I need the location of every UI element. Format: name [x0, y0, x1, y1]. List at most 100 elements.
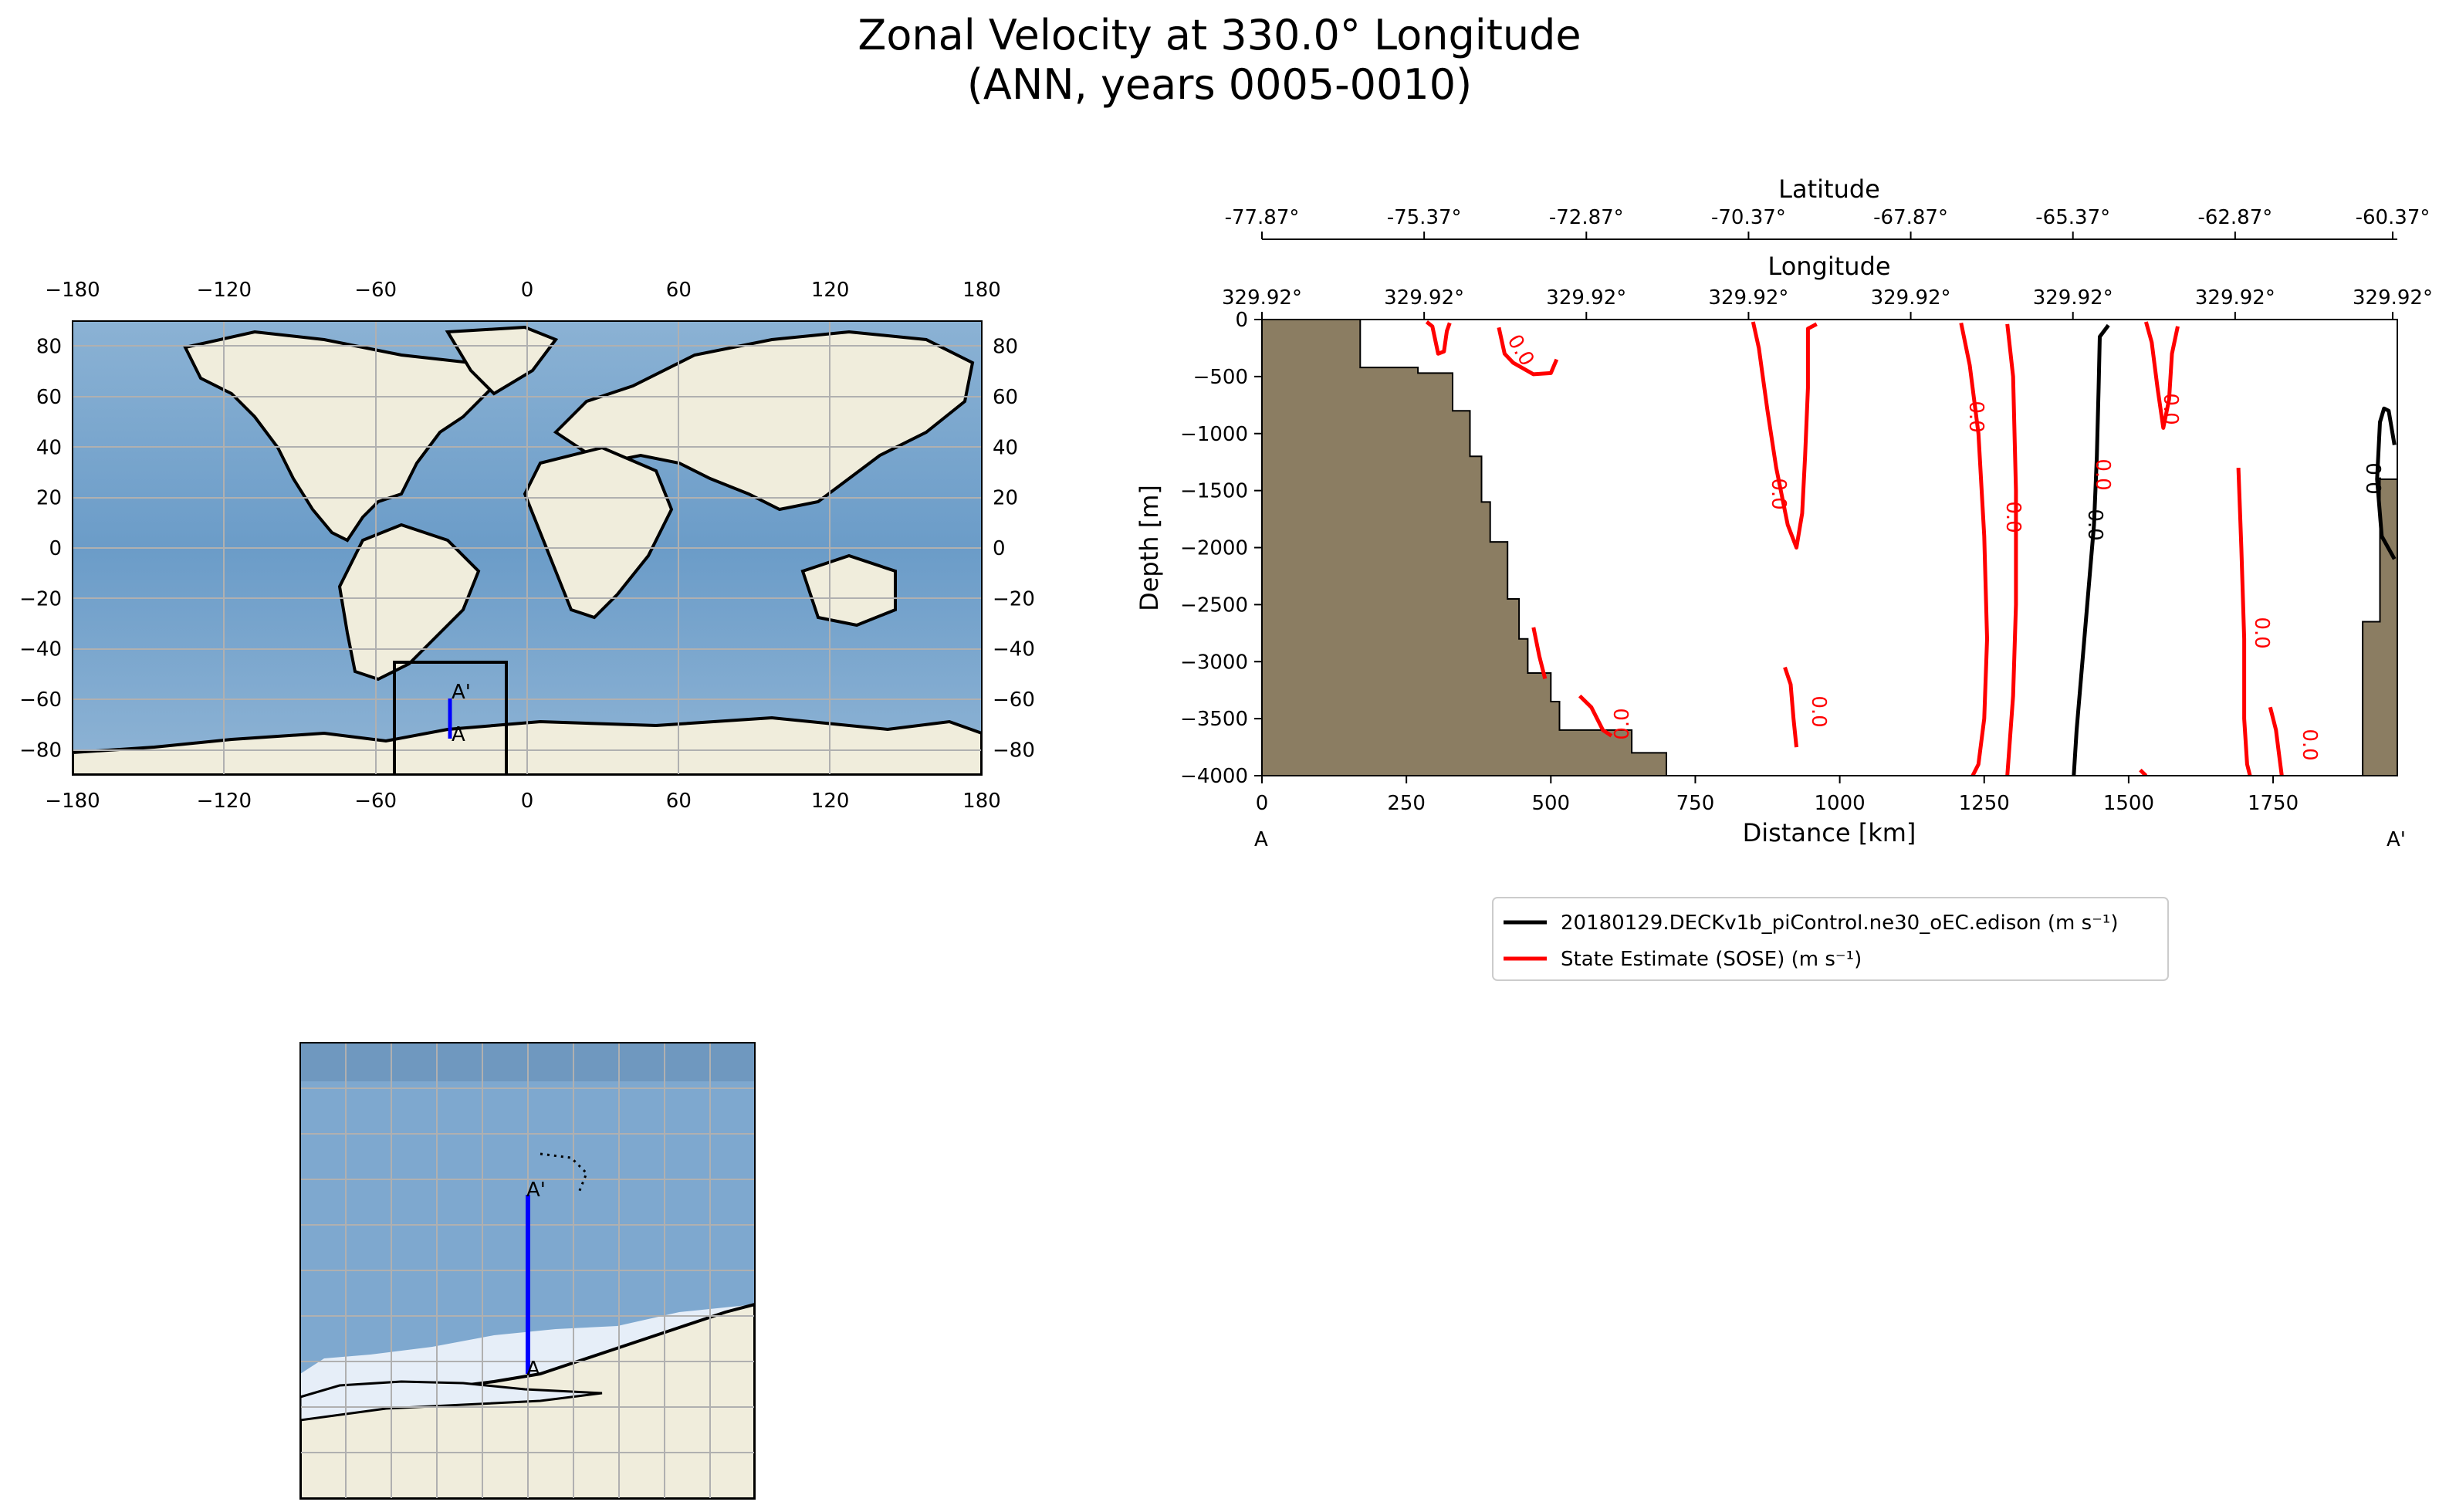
latitude-tick-label: -60.37°: [2356, 206, 2431, 229]
inset-ice-shelf: [300, 1380, 603, 1422]
latitude-tick-label: -72.87°: [1549, 206, 1624, 229]
model-contour-line: [2072, 323, 2110, 776]
contour-value-label: 0.0: [2091, 458, 2114, 490]
x-tick-label: 250: [1387, 792, 1426, 815]
globe-x-tick-label: 60: [666, 790, 692, 813]
globe-transect-label-end: A': [452, 681, 471, 704]
latitude-axis-label: Latitude: [1778, 174, 1880, 204]
inset-transect-label-start: A: [526, 1358, 540, 1381]
globe-y-tick-label: 40: [993, 436, 1018, 459]
bathymetry-east: [2362, 478, 2397, 776]
bathymetry-west: [1262, 320, 1667, 776]
globe-y-tick-label: −40: [19, 638, 62, 661]
globe-x-tick-label: 180: [962, 790, 1001, 813]
sose-contour-line: [1959, 322, 1989, 776]
longitude-tick-label: 329.92°: [2195, 286, 2275, 310]
x-tick-label: 1000: [1815, 792, 1866, 815]
contour-value-label: 0.0: [2083, 509, 2106, 540]
y-axis-label: Depth [m]: [1135, 485, 1164, 611]
inset-region-box: [393, 661, 508, 775]
model-contour-line: [2375, 406, 2397, 560]
contour-value-label: 0.0: [2363, 462, 2387, 494]
longitude-axis-ticks: 329.92° 329.92° 329.92° 329.92° 329.92° 329.9…: [1222, 286, 2433, 320]
inset-land: [300, 1302, 755, 1499]
y-tick-label: −500: [1193, 366, 1248, 389]
latitude-tick-label: -62.87°: [2197, 206, 2272, 229]
sose-contour-line: [1531, 627, 1548, 680]
contour-value-label: 0.0: [1503, 331, 1539, 370]
globe-transect-label-start: A: [452, 723, 465, 746]
globe-x-tick-label: −60: [354, 790, 397, 813]
globe-y-tick-label: 80: [36, 336, 62, 359]
land-antarctica: [73, 715, 982, 775]
globe-x-tick-label: −180: [45, 790, 100, 813]
longitude-tick-label: 329.92°: [1222, 286, 1302, 310]
x-axis-ticks: 0 250 500 750 1000 1250 1500 1750: [1256, 776, 2299, 815]
bathymetry-layer: [1262, 320, 2397, 776]
globe-y-tick-label: −40: [993, 638, 1035, 661]
globe-x-tick-label: 120: [811, 790, 850, 813]
globe-x-tick-label: 60: [666, 279, 692, 302]
globe-y-tick-label: 60: [993, 386, 1018, 409]
inset-gridlines: [300, 1043, 755, 1499]
sose-contour-line: [2139, 768, 2148, 776]
contour-value-label: 0.0: [1964, 401, 1987, 432]
contour-labels: 0.0 0.0 0.0 0.0 0.0 0.0 0.0 0.0 0.0 0.0 0.0 0.0: [1503, 331, 2387, 761]
globe-x-tick-label: 120: [811, 279, 850, 302]
sose-contour-line: [1578, 694, 1613, 738]
globe-x-tick-label: −120: [197, 279, 252, 302]
globe-y-tick-label: −60: [19, 688, 62, 712]
globe-x-tick-labels: −180 −180 −120 −120 −60 −60 0 0 60 60 120 120 180 180: [45, 279, 1001, 813]
globe-x-tick-label: 0: [521, 790, 534, 813]
globe-x-tick-label: −60: [354, 279, 397, 302]
longitude-tick-label: 329.92°: [2353, 286, 2433, 310]
globe-y-tick-label: −80: [993, 739, 1035, 762]
longitude-tick-label: 329.92°: [1384, 286, 1464, 310]
globe-y-tick-label: 20: [993, 487, 1018, 510]
y-tick-label: 0: [1235, 309, 1248, 332]
sose-contour-line: [1497, 326, 1559, 377]
latitude-tick-label: -65.37°: [2035, 206, 2110, 229]
contour-value-label: 0.0: [1767, 478, 1790, 509]
y-tick-label: −2500: [1180, 594, 1248, 617]
figure-title-line2: (ANN, years 0005-0010): [966, 60, 1473, 109]
contour-value-label: 0.0: [2001, 501, 2025, 533]
land-africa: [523, 445, 674, 620]
chart-frame: [1261, 319, 2398, 776]
globe-y-tick-label: 80: [993, 336, 1018, 359]
legend-label-sose: State Estimate (SOSE) (m s⁻¹): [1561, 948, 1862, 971]
longitude-tick-label: 329.92°: [1871, 286, 1951, 310]
globe-y-tick-labels: 80 80 60 60 40 40 20 20 0 0 −20 −20 −40 −40 −60 −60 −80 −…: [19, 336, 1035, 763]
longitude-tick-label: 329.92°: [2033, 286, 2113, 310]
contour-value-label: 0.0: [1611, 708, 1634, 739]
latitude-tick-label: -75.37°: [1387, 206, 1462, 229]
x-tick-label: 500: [1531, 792, 1570, 815]
y-tick-label: −1500: [1180, 480, 1248, 503]
y-tick-label: −3500: [1180, 708, 1248, 731]
latitude-tick-label: -77.87°: [1225, 206, 1300, 229]
sose-contour-line: [1751, 321, 1818, 550]
sose-contour-line: [2005, 323, 2018, 776]
sose-contour-line: [1425, 320, 1452, 356]
longitude-axis-label: Longitude: [1768, 252, 1890, 281]
latitude-axis-ticks: -77.87° -75.37° -72.87° -70.37° -67.87° -65.3…: [1225, 206, 2431, 240]
globe-y-tick-label: −20: [993, 587, 1035, 611]
x-tick-label: 1500: [2103, 792, 2154, 815]
contour-value-label: 0.0: [2159, 393, 2182, 425]
legend-label-model: 20180129.DECKv1b_piControl.ne30_oEC.edis…: [1561, 912, 2118, 935]
globe-x-tick-label: −120: [197, 790, 252, 813]
inset-transect-label-end: A': [526, 1179, 546, 1202]
land-greenland: [445, 325, 559, 396]
chart-legend: 20180129.DECKv1b_piControl.ne30_oEC.edis…: [1492, 897, 2169, 981]
sose-contour-line: [2143, 321, 2180, 430]
globe-y-tick-label: 60: [36, 386, 62, 409]
globe-y-tick-label: 20: [36, 487, 62, 510]
globe-y-tick-label: 0: [993, 537, 1006, 560]
inset-seaice: [300, 1304, 755, 1499]
globe-y-tick-label: −20: [19, 587, 62, 611]
contour-value-label: 0.0: [1807, 695, 1830, 727]
endpoint-label-start: A: [1254, 828, 1268, 851]
